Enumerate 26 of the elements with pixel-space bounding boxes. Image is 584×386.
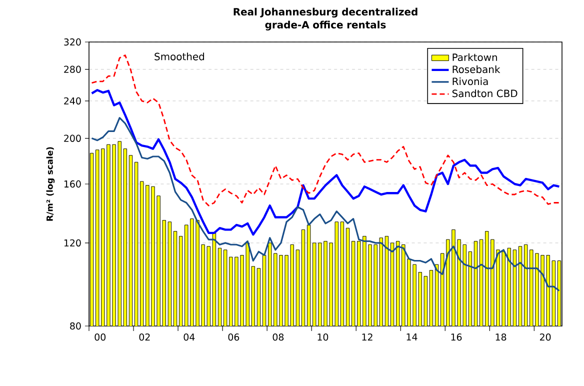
x-tick-label: 16 — [451, 333, 462, 341]
x-tick-label: 12 — [362, 333, 372, 341]
x-tick-label: 02 — [139, 333, 150, 341]
y-tick-label: 160 — [64, 180, 81, 188]
y-tick-label: 320 — [64, 38, 81, 46]
y-tick-label: 240 — [64, 97, 81, 104]
x-tick-label: 18 — [496, 333, 506, 341]
x-tick-label: 04 — [184, 333, 195, 341]
y-tick-label: 280 — [64, 66, 81, 73]
x-tick-label: 00 — [94, 333, 106, 341]
x-tick-label: 20 — [540, 333, 551, 341]
y-tick-label: 80 — [70, 322, 81, 330]
legend-label: Rivonia — [452, 77, 488, 86]
chart-title: Real Johannesburg decentralized grade-A office rentals — [234, 8, 418, 30]
line-series — [91, 54, 560, 206]
x-tick-label: 10 — [318, 333, 328, 341]
legend-label: Rosebank — [452, 65, 500, 74]
x-tick-label: 08 — [272, 333, 284, 341]
legend-label: Sandton CBD — [452, 89, 518, 98]
y-axis-title: R/m² (log scale) — [46, 147, 55, 221]
x-tick-label: 14 — [406, 333, 418, 340]
legend-label: Parktown — [452, 53, 497, 62]
annotation: Smoothed — [154, 52, 204, 60]
y-tick-label: 200 — [64, 134, 81, 142]
x-tick-label: 06 — [228, 333, 240, 341]
y-tick-label: 120 — [64, 239, 81, 247]
